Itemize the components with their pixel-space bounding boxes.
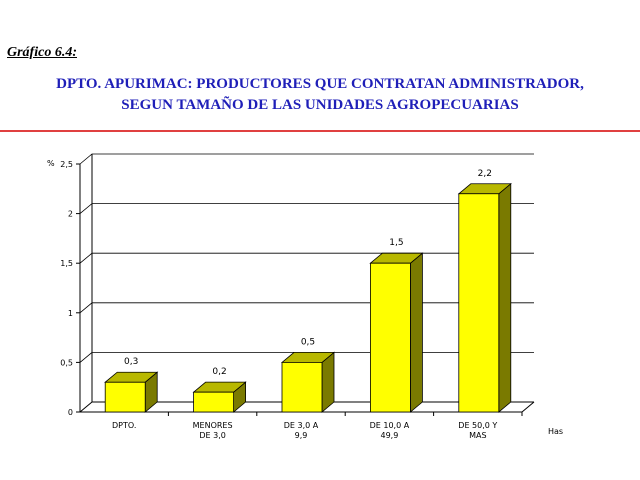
bar [369,262,411,413]
y-tick-label: 0,5 [60,358,73,367]
y-tick-label: 1,5 [60,259,73,268]
x-axis-unit-label: Has [548,427,563,436]
x-category-label: MENORES [193,421,233,430]
bar-side-face [498,182,512,413]
data-label: 0,3 [124,357,138,367]
bar [193,391,235,413]
x-category-label: DE 10,0 A [370,421,410,430]
x-category-label: 49,9 [380,431,398,440]
figure-label: Gráfico 6.4: [7,45,77,60]
data-label: 0,5 [301,337,315,347]
chart-title-line-2: SEGUN TAMAÑO DE LAS UNIDADES AGROPECUARI… [121,97,519,113]
x-category-label: DPTO. [112,421,136,430]
data-label: 1,5 [389,238,403,248]
title-divider [0,130,640,132]
y-tick-label: 2 [68,210,73,219]
y-tick-label: 0 [68,408,73,417]
bar-side-face [409,252,423,413]
floor-depth-edge [79,401,93,413]
x-category-label: 9,9 [295,431,308,440]
x-category-label: DE 3,0 [199,431,225,440]
floor-right-edge [521,401,535,413]
x-category-label: DE 50,0 Y [458,421,497,430]
gridline [79,203,534,214]
y-axis-unit-label: % [47,159,55,168]
bar [104,381,146,413]
gridline [79,153,534,165]
y-tick-label: 2,5 [60,160,73,169]
y-tick-label: 1 [68,309,73,318]
x-category-label: DE 3,0 A [284,421,319,430]
bar [458,193,500,413]
x-category-label: MAS [469,431,486,440]
data-label: 2,2 [478,169,492,179]
data-label: 0,2 [212,367,226,377]
chart-title-line-1: DPTO. APURIMAC: PRODUCTORES QUE CONTRATA… [56,76,584,92]
bar [281,361,323,413]
